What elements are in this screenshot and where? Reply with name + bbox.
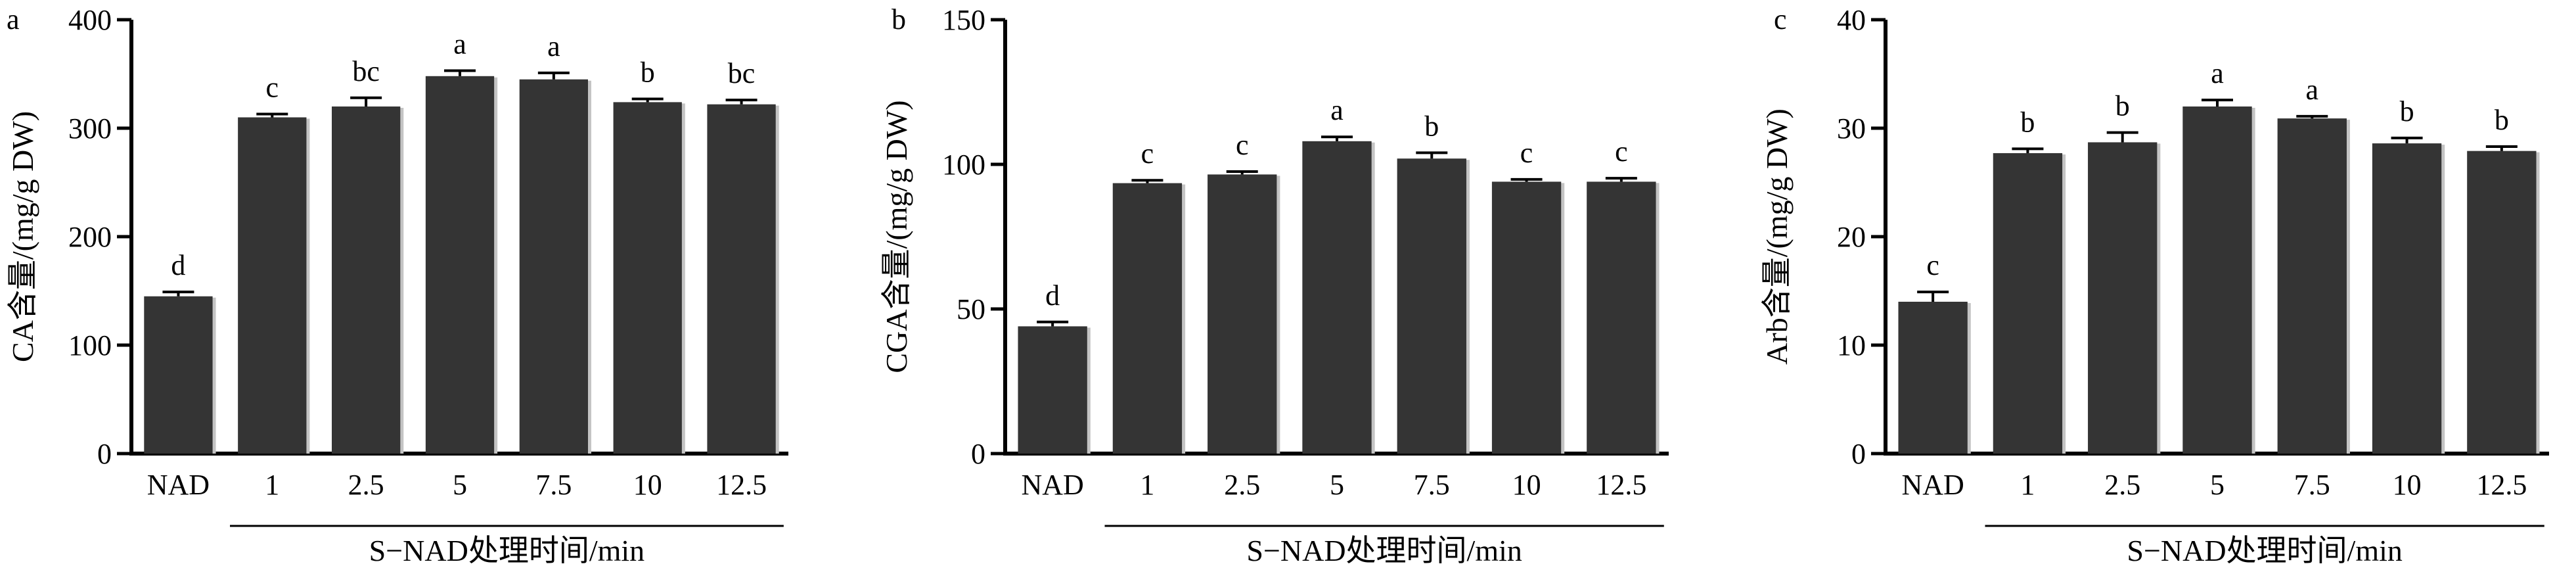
bar [1397, 158, 1466, 454]
bar [707, 104, 776, 454]
significance-label: d [1045, 279, 1060, 312]
x-tick-label: 5 [2210, 469, 2225, 501]
significance-label: b [641, 56, 655, 88]
x-tick-label: 5 [1330, 469, 1344, 501]
y-tick-label: 0 [1851, 438, 1866, 470]
bar [1208, 174, 1277, 454]
significance-label: c [266, 72, 279, 104]
bar [425, 76, 495, 454]
x-tick-label: NAD [1901, 469, 1964, 501]
y-axis-title: CGA含量/(mg/g DW) [880, 100, 913, 373]
significance-label: c [1615, 135, 1628, 168]
bar [1018, 326, 1087, 454]
y-tick-label: 0 [97, 438, 112, 470]
y-tick-label: 100 [68, 329, 112, 362]
x-tick-label: 2.5 [348, 469, 384, 501]
x-tick-label: 10 [1512, 469, 1541, 501]
x-axis-title: S−NAD处理时间/min [1246, 534, 1522, 566]
y-tick-label: 100 [942, 149, 985, 181]
bar [2467, 151, 2537, 454]
bar [1898, 302, 1968, 454]
x-tick-label: 5 [453, 469, 467, 501]
y-tick-label: 10 [1837, 329, 1866, 362]
significance-label: b [1424, 110, 1439, 142]
x-tick-label: 1 [2020, 469, 2035, 501]
significance-label: bc [728, 57, 756, 89]
panel-letter: a [7, 3, 20, 35]
bar [2277, 118, 2347, 454]
bar [238, 117, 307, 454]
panel-letter: b [892, 3, 906, 35]
y-axis-title: CA含量/(mg/g DW) [6, 111, 39, 362]
x-tick-label: 7.5 [2294, 469, 2330, 501]
significance-label: b [2020, 106, 2035, 138]
significance-label: c [1141, 137, 1154, 170]
x-axis-title: S−NAD处理时间/min [369, 534, 645, 566]
bar [1587, 181, 1656, 454]
y-tick-label: 40 [1837, 4, 1866, 36]
significance-label: c [1926, 249, 1939, 281]
x-tick-label: 7.5 [535, 469, 572, 501]
x-tick-label: 7.5 [1414, 469, 1450, 501]
bar [613, 102, 682, 454]
bar [332, 106, 401, 454]
x-tick-label: NAD [147, 469, 210, 501]
significance-label: c [1520, 137, 1533, 169]
significance-label: a [1330, 94, 1344, 126]
bar [1491, 181, 1562, 454]
x-tick-label: 12.5 [716, 469, 767, 501]
y-tick-label: 50 [957, 293, 985, 325]
bar [1302, 141, 1372, 454]
significance-label: a [2306, 74, 2319, 106]
significance-label: b [2495, 104, 2509, 136]
x-axis-title: S−NAD处理时间/min [2127, 534, 2403, 566]
bar [1112, 183, 1183, 454]
significance-label: c [1236, 129, 1249, 161]
significance-label: a [2211, 57, 2224, 89]
x-tick-label: 2.5 [1224, 469, 1260, 501]
bar [519, 79, 588, 454]
x-tick-label: 10 [2393, 469, 2422, 501]
y-tick-label: 200 [68, 221, 112, 253]
y-tick-label: 30 [1837, 112, 1866, 145]
bar [1993, 153, 2063, 454]
significance-label: b [2400, 95, 2414, 128]
bar [2182, 106, 2252, 454]
bar [2372, 143, 2442, 454]
x-tick-label: NAD [1021, 469, 1083, 501]
y-tick-label: 0 [971, 438, 985, 470]
x-tick-label: 1 [265, 469, 279, 501]
x-tick-label: 12.5 [1596, 469, 1646, 501]
x-tick-label: 10 [633, 469, 662, 501]
significance-label: a [547, 30, 560, 62]
y-tick-label: 300 [68, 112, 112, 145]
bar [2088, 142, 2158, 454]
significance-label: bc [352, 55, 380, 87]
significance-label: a [453, 28, 466, 60]
y-tick-label: 20 [1837, 221, 1866, 253]
x-tick-label: 12.5 [2476, 469, 2527, 501]
panel-letter: c [1774, 3, 1787, 35]
significance-label: d [171, 249, 185, 281]
y-tick-label: 150 [942, 4, 985, 36]
x-tick-label: 2.5 [2104, 469, 2140, 501]
y-axis-title: Arb含量/(mg/g DW) [1760, 108, 1794, 365]
significance-label: b [2115, 90, 2130, 122]
x-tick-label: 1 [1140, 469, 1154, 501]
y-tick-label: 400 [68, 4, 112, 36]
bar [144, 296, 213, 454]
